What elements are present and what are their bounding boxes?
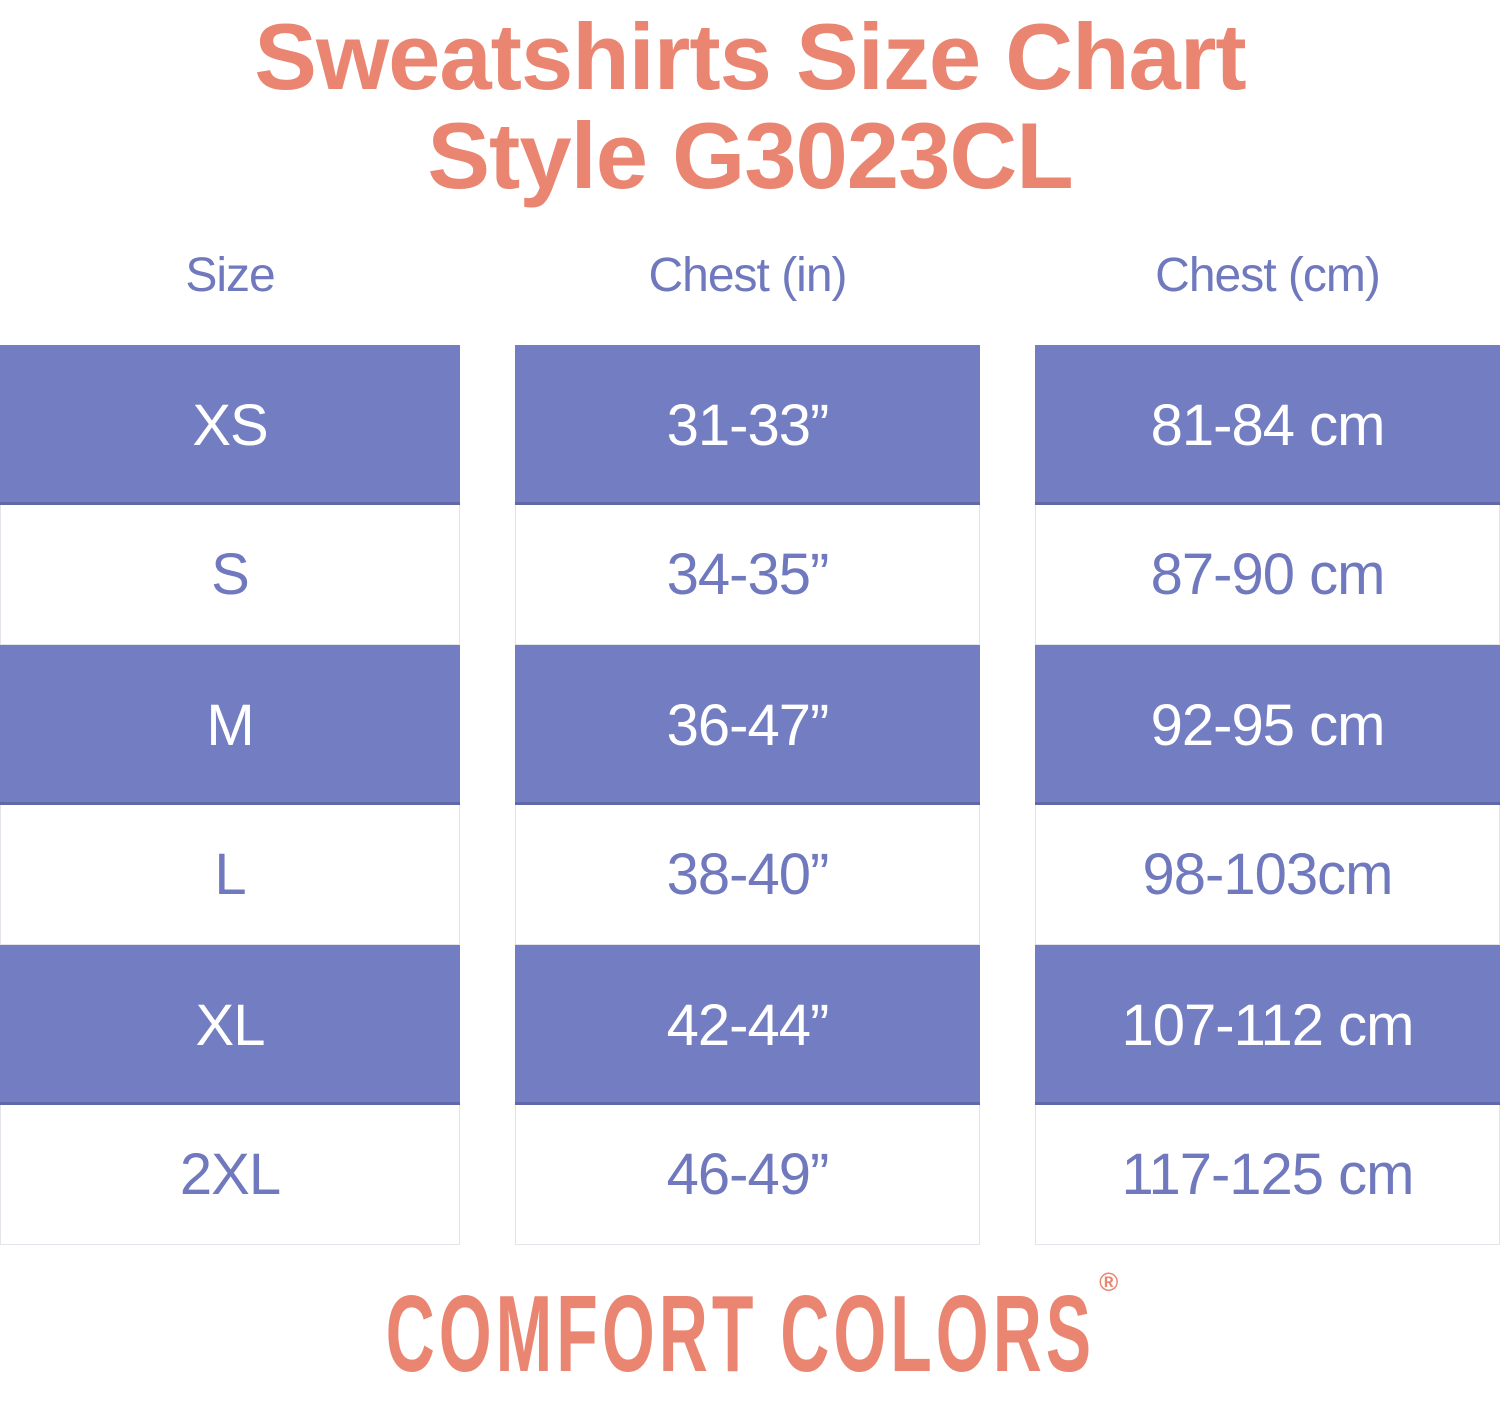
table-row-xs: XS 31-33” 81-84 cm xyxy=(0,345,1500,506)
cell-chest-in: 31-33” xyxy=(515,345,980,506)
cell-size: XL xyxy=(0,945,460,1106)
cell-size: XS xyxy=(0,345,460,506)
table-row-m: M 36-47” 92-95 cm xyxy=(0,645,1500,806)
table-row-s: S 34-35” 87-90 cm xyxy=(0,505,1500,646)
cell-size: 2XL xyxy=(0,1105,460,1246)
cell-chest-cm: 98-103cm xyxy=(1035,805,1500,946)
header-chest-cm: Chest (cm) xyxy=(1155,248,1381,302)
table-row-xl: XL 42-44” 107-112 cm xyxy=(0,945,1500,1106)
cell-chest-in: 38-40” xyxy=(515,805,980,946)
cell-chest-in: 34-35” xyxy=(515,505,980,646)
cell-chest-cm: 92-95 cm xyxy=(1035,645,1500,806)
cell-chest-cm: 117-125 cm xyxy=(1035,1105,1500,1246)
header-size: Size xyxy=(185,248,275,302)
cell-chest-in: 42-44” xyxy=(515,945,980,1106)
table-row-2xl: 2XL 46-49” 117-125 cm xyxy=(0,1105,1500,1246)
cell-chest-cm: 81-84 cm xyxy=(1035,345,1500,506)
page-title: Sweatshirts Size Chart Style G3023CL xyxy=(0,0,1500,205)
page-title-line2: Style G3023CL xyxy=(427,102,1073,208)
cell-size: S xyxy=(0,505,460,646)
page-title-line1: Sweatshirts Size Chart xyxy=(254,4,1246,109)
brand-logo-text: COMFORT COLORS xyxy=(385,1273,1096,1396)
cell-size: L xyxy=(0,805,460,946)
cell-chest-cm: 87-90 cm xyxy=(1035,505,1500,646)
table-header-row: Size Chest (in) Chest (cm) xyxy=(0,205,1500,345)
cell-chest-cm: 107-112 cm xyxy=(1035,945,1500,1106)
registered-trademark-icon: ® xyxy=(1099,1267,1119,1298)
size-table: Size Chest (in) Chest (cm) XS 31-33” 81-… xyxy=(0,205,1500,1246)
brand-logo: COMFORT COLORS ® xyxy=(0,1267,1500,1395)
cell-chest-in: 36-47” xyxy=(515,645,980,806)
cell-chest-in: 46-49” xyxy=(515,1105,980,1246)
header-chest-in: Chest (in) xyxy=(648,248,847,302)
cell-size: M xyxy=(0,645,460,806)
table-row-l: L 38-40” 98-103cm xyxy=(0,805,1500,946)
